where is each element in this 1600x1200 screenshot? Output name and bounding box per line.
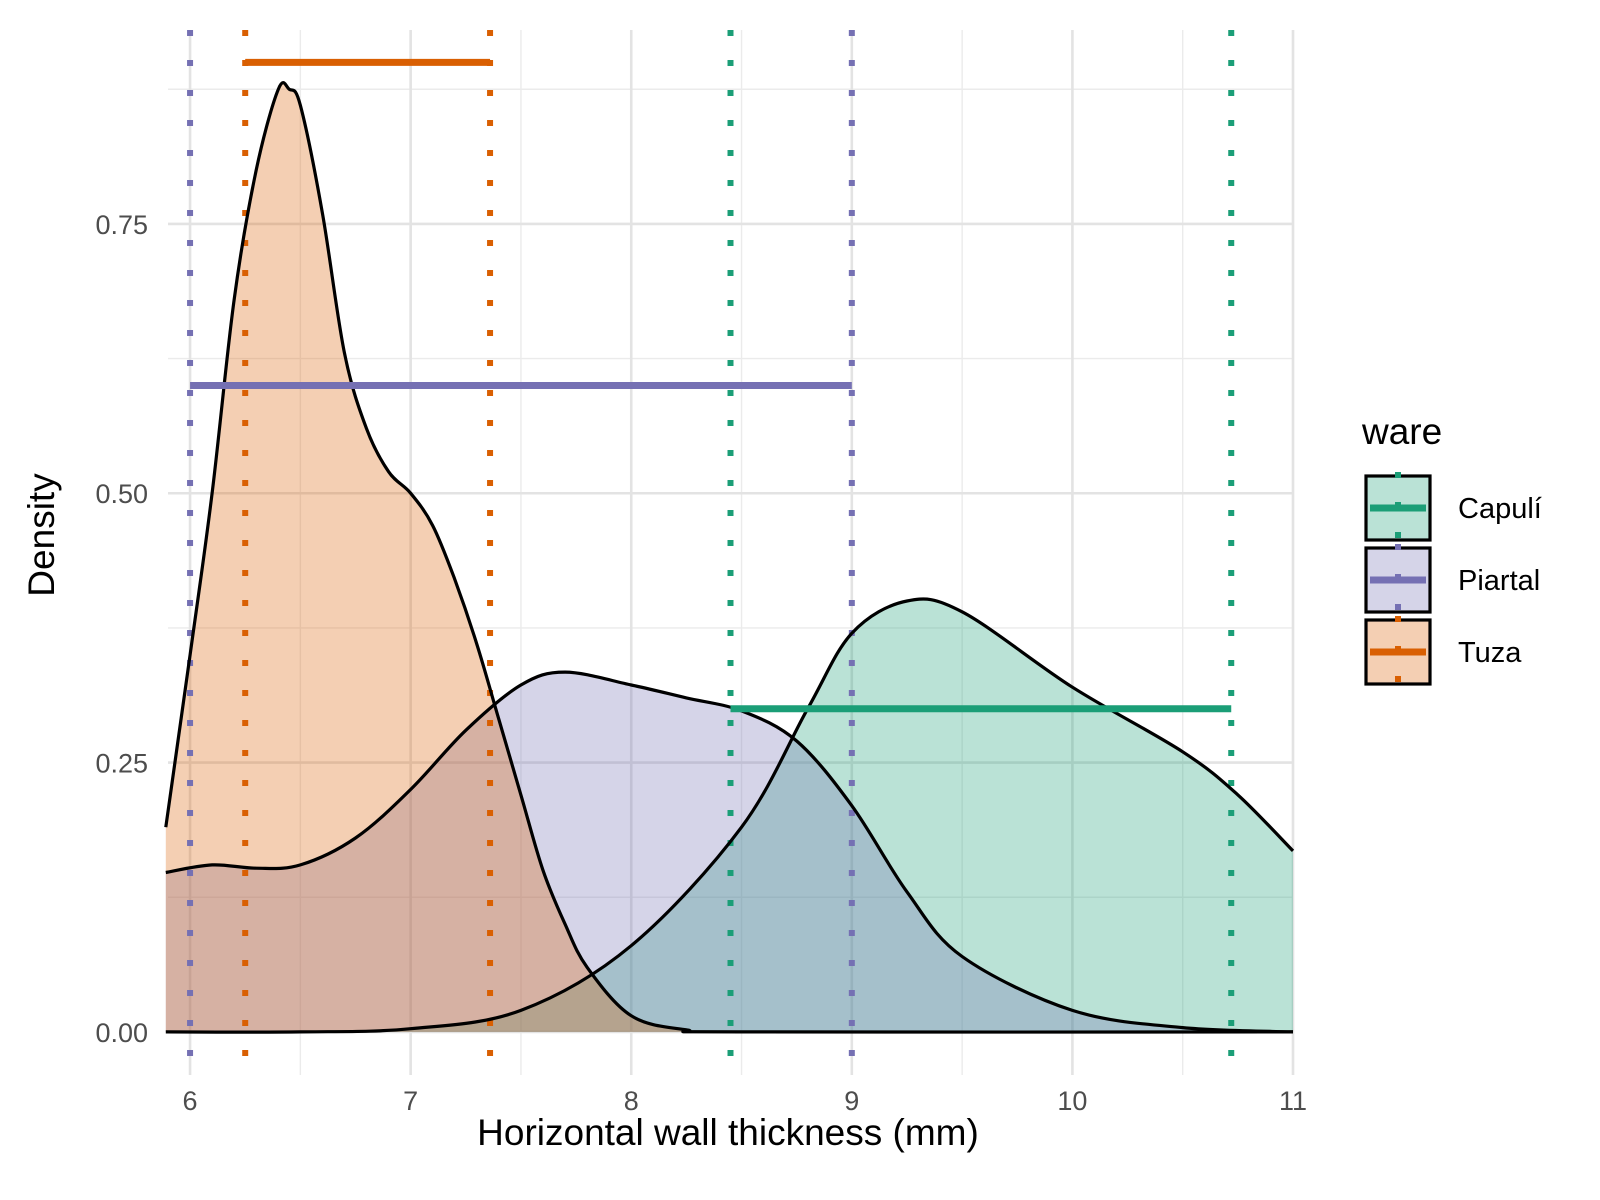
y-tick-label: 0.25 (95, 749, 148, 779)
legend: ware Capulí Piartal Tuza (1361, 411, 1542, 688)
x-tick-label: 9 (844, 1086, 859, 1116)
legend-keys: Capulí Piartal Tuza (1364, 472, 1542, 688)
legend-item-piartal: Piartal (1364, 544, 1540, 616)
density-curve-piartal (165, 670, 1294, 1034)
range-bars (190, 58, 1232, 713)
legend-item-capul: Capulí (1364, 472, 1542, 544)
density-fill-tuza (165, 82, 1293, 1033)
legend-label: Tuza (1458, 637, 1522, 669)
legend-title: ware (1361, 411, 1442, 452)
x-tick-label: 10 (1057, 1086, 1087, 1116)
x-tick-label: 8 (624, 1086, 639, 1116)
legend-label: Capulí (1458, 493, 1542, 525)
y-axis-title: Density (21, 473, 62, 597)
legend-item-tuza: Tuza (1364, 616, 1522, 688)
x-tick-label: 6 (183, 1086, 198, 1116)
density-fill-piartal (165, 672, 1293, 1032)
y-tick-label: 0.75 (95, 210, 148, 240)
x-tick-label: 7 (403, 1086, 418, 1116)
x-axis-title: Horizontal wall thickness (mm) (477, 1112, 979, 1153)
density-curve-tuza (164, 81, 1294, 1034)
legend-label: Piartal (1458, 565, 1540, 597)
y-tick-labels: 0.00 0.25 0.50 0.75 (95, 210, 148, 1048)
y-tick-label: 0.50 (95, 479, 148, 509)
x-tick-label: 11 (1279, 1086, 1307, 1116)
range-endpoint-lines (187, 30, 1235, 1075)
x-tick-labels: 6 7 8 9 10 11 (183, 1086, 1307, 1116)
y-tick-label: 0.00 (95, 1018, 148, 1048)
